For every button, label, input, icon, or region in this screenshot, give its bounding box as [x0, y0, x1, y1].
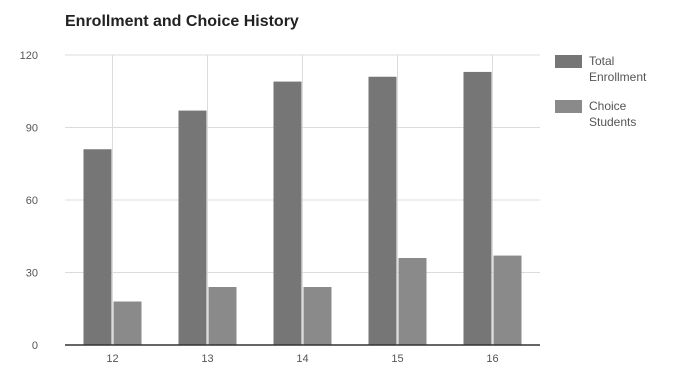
grid-lines — [65, 54, 540, 345]
legend-swatch — [555, 55, 582, 68]
y-tick-label: 120 — [20, 50, 38, 62]
x-tick-label: 13 — [201, 353, 213, 365]
bar-total-enrollment — [178, 110, 207, 345]
chart-title: Enrollment and Choice History — [65, 13, 299, 30]
x-tick-label: 14 — [296, 353, 308, 365]
x-tick-label: 12 — [106, 353, 118, 365]
legend-item-choice-students: Choice Students — [555, 99, 636, 129]
legend-label: Total — [589, 54, 614, 68]
bar-choice-students — [398, 258, 427, 345]
y-axis-ticks: 0 30 60 90 120 — [20, 50, 38, 352]
legend-label: Students — [589, 115, 636, 129]
bar-total-enrollment — [83, 149, 112, 345]
legend-label: Choice — [589, 99, 627, 113]
bar-total-enrollment — [368, 76, 397, 345]
legend-item-total-enrollment: Total Enrollment — [555, 54, 647, 84]
bar-choice-students — [113, 301, 142, 345]
y-tick-label: 30 — [26, 268, 38, 280]
bars — [83, 71, 522, 346]
y-tick-label: 90 — [26, 123, 38, 135]
bar-total-enrollment — [273, 81, 302, 345]
x-tick-label: 15 — [391, 353, 403, 365]
x-tick-label: 16 — [486, 353, 498, 365]
bar-choice-students — [208, 287, 237, 345]
legend-swatch — [555, 100, 582, 113]
bar-choice-students — [303, 287, 332, 345]
x-axis-ticks: 12 13 14 15 16 — [106, 353, 498, 365]
bar-total-enrollment — [463, 71, 492, 346]
legend: Total Enrollment Choice Students — [555, 54, 647, 129]
y-tick-label: 0 — [32, 340, 38, 352]
legend-label: Enrollment — [589, 70, 647, 84]
y-tick-label: 60 — [26, 195, 38, 207]
bar-choice-students — [493, 255, 522, 345]
